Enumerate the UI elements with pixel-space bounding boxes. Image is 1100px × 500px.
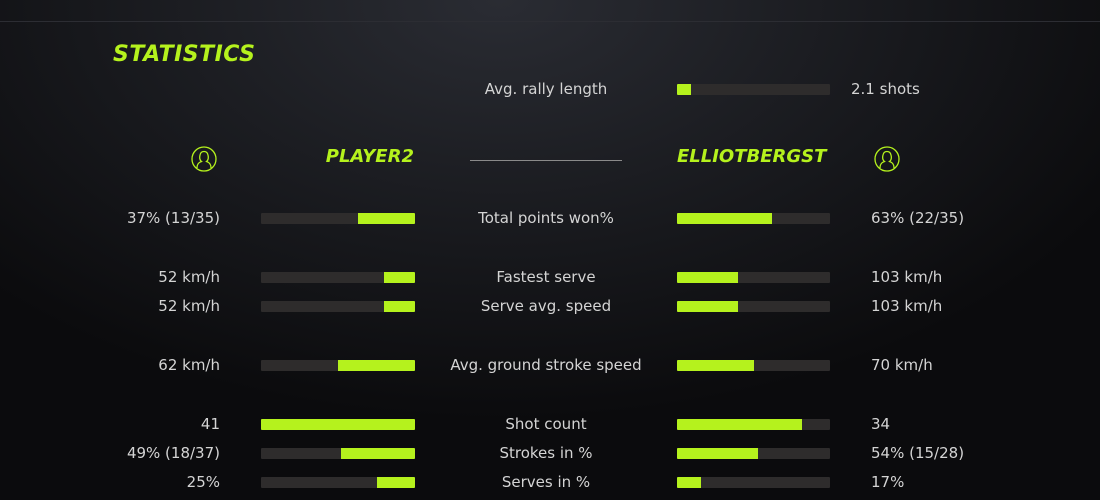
stat-right-bar [677, 213, 830, 224]
stat-label: Strokes in % [499, 444, 593, 462]
stat-left-bar [261, 419, 415, 430]
rally-label: Avg. rally length [484, 80, 608, 98]
stat-right-bar-fill [677, 213, 772, 224]
stat-right-bar [677, 448, 830, 459]
rally-bar-fill [677, 84, 691, 95]
stat-right-value: 34 [871, 415, 891, 433]
stat-label: Fastest serve [496, 268, 596, 286]
stat-right-value: 17% [871, 473, 905, 491]
header-divider [470, 160, 622, 161]
stat-label: Shot count [505, 415, 587, 433]
stat-left-bar-fill [261, 419, 415, 430]
stat-label: Avg. ground stroke speed [450, 356, 642, 374]
stat-right-value: 103 km/h [871, 297, 943, 315]
stat-label: Serves in % [501, 473, 591, 491]
stat-left-value: 25% [186, 473, 220, 491]
stat-left-value: 52 km/h [158, 268, 220, 286]
stat-left-bar-fill [341, 448, 415, 459]
stat-right-bar [677, 272, 830, 283]
stat-left-bar-fill [338, 360, 415, 371]
stat-right-bar-fill [677, 477, 702, 488]
stat-right-value: 70 km/h [871, 356, 933, 374]
stat-right-bar-fill [677, 419, 803, 430]
stat-left-bar-fill [376, 477, 415, 488]
stat-right-bar [677, 360, 830, 371]
stat-left-bar [261, 213, 415, 224]
stat-left-value: 49% (18/37) [126, 444, 220, 462]
top-divider [0, 21, 1100, 22]
stat-right-bar [677, 301, 830, 312]
stat-right-value: 54% (15/28) [871, 444, 965, 462]
rally-bar [677, 84, 830, 95]
stat-left-value: 41 [200, 415, 220, 433]
stat-left-bar [261, 448, 415, 459]
stat-right-bar-fill [677, 360, 754, 371]
stat-right-bar [677, 419, 830, 430]
rally-value: 2.1 shots [851, 80, 920, 98]
stat-left-bar-fill [384, 301, 415, 312]
user-circle-icon [874, 146, 900, 172]
stat-left-bar-fill [358, 213, 415, 224]
stat-left-bar [261, 360, 415, 371]
stat-left-value: 52 km/h [158, 297, 220, 315]
page-title: STATISTICS [113, 42, 256, 67]
stat-right-value: 103 km/h [871, 268, 943, 286]
stat-label: Serve avg. speed [480, 297, 612, 315]
player-right-name: ELLIOTBERGST [677, 146, 827, 167]
user-circle-icon [191, 146, 217, 172]
player-left-name: PLAYER2 [325, 146, 414, 167]
stat-left-bar-fill [384, 272, 415, 283]
stat-right-bar-fill [677, 448, 759, 459]
stat-left-bar [261, 301, 415, 312]
stat-right-value: 63% (22/35) [871, 209, 965, 227]
stat-left-bar [261, 477, 415, 488]
stat-left-bar [261, 272, 415, 283]
stat-right-bar-fill [677, 301, 739, 312]
stat-left-value: 62 km/h [158, 356, 220, 374]
stat-right-bar [677, 477, 830, 488]
stat-right-bar-fill [677, 272, 739, 283]
stat-left-value: 37% (13/35) [126, 209, 220, 227]
stat-label: Total points won% [478, 209, 614, 227]
